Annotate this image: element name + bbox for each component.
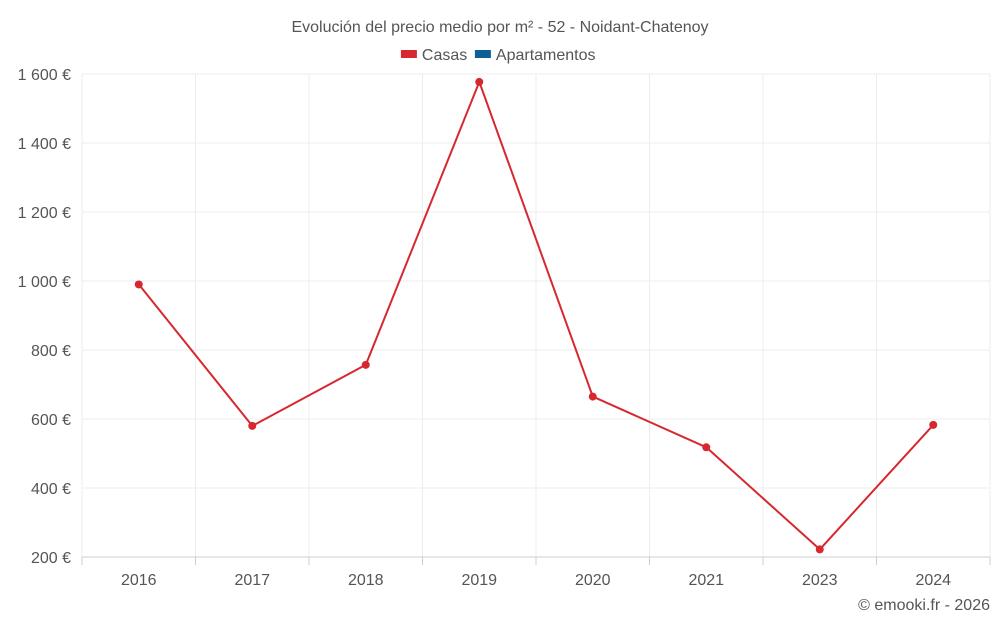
legend-label-apartamentos: Apartamentos (496, 47, 596, 64)
x-tick-label: 2016 (121, 572, 157, 589)
grid (81, 73, 991, 557)
series-line-casas (138, 80, 935, 551)
legend-swatch-apartamentos (474, 50, 491, 58)
data-point-casas (475, 77, 484, 86)
x-tick-label: 2020 (575, 572, 611, 589)
data-point-casas (588, 392, 597, 401)
y-tick-label: 1 400 € (18, 136, 71, 153)
y-axis: 200 € 400 € 600 € 800 € 1 000 € 1 200 € 1 400 … (18, 67, 71, 567)
x-axis: 2016 2017 2018 2019 2020 2021 2023 2024 (81, 556, 991, 589)
y-tick-label: 200 € (31, 550, 71, 567)
data-point-casas (815, 545, 824, 554)
legend: Casas Apartamentos (400, 47, 596, 64)
data-point-casas (134, 280, 143, 289)
chart-title: Evolución del precio medio por m² - 52 -… (291, 19, 708, 36)
series-layer (134, 77, 938, 554)
y-tick-label: 1 600 € (18, 67, 71, 84)
data-point-casas (702, 443, 711, 452)
data-point-casas (929, 420, 938, 429)
data-point-casas (361, 360, 370, 369)
y-tick-label: 1 200 € (18, 205, 71, 222)
x-tick-label: 2018 (348, 572, 384, 589)
x-tick-label: 2024 (915, 572, 951, 589)
credit-text: © emooki.fr - 2026 (858, 597, 990, 614)
y-tick-label: 1 000 € (18, 274, 71, 291)
y-tick-label: 800 € (31, 343, 71, 360)
x-tick-label: 2019 (461, 572, 497, 589)
x-tick-label: 2021 (688, 572, 724, 589)
y-tick-label: 400 € (31, 481, 71, 498)
y-tick-label: 600 € (31, 412, 71, 429)
legend-swatch-casas (400, 50, 417, 58)
legend-label-casas: Casas (422, 47, 467, 64)
data-point-casas (248, 421, 257, 430)
x-tick-label: 2017 (234, 572, 270, 589)
x-tick-label: 2023 (802, 572, 838, 589)
